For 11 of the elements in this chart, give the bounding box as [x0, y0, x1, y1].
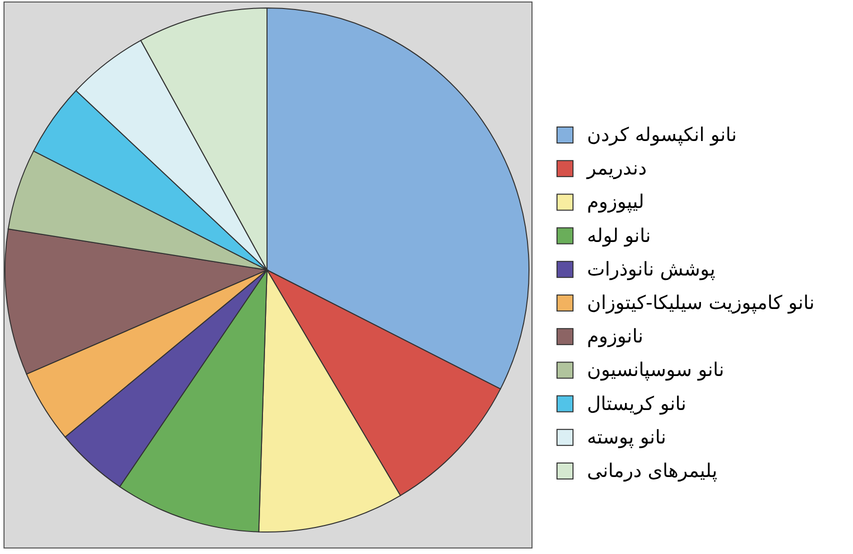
legend-label: لیپوزوم — [587, 191, 644, 214]
legend-label: نانو لوله — [587, 224, 651, 247]
legend-label: نانو پوسته — [587, 426, 666, 448]
legend-label: نانو سوسپانسیون — [587, 359, 724, 382]
legend-label: نانو کامپوزیت سیلیکا-کیتوزان — [587, 292, 814, 314]
legend-label: پوشش نانوذرات — [587, 258, 716, 280]
legend-label: نانو انکپسوله کردن — [587, 124, 737, 146]
legend-label: نانوزوم — [587, 326, 644, 348]
legend-label: پلیمرهای درمانی — [587, 460, 718, 482]
legend-label: دندریمر — [586, 158, 647, 180]
legend-label: نانو کریستال — [587, 392, 686, 415]
